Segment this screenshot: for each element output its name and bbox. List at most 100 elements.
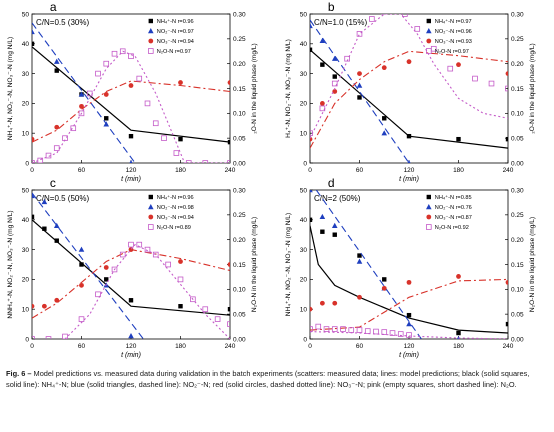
x-tick-label: 60	[356, 343, 364, 350]
y-tick-right-label: 0.20	[233, 237, 246, 244]
n2o-data-point	[381, 14, 388, 15]
n2o-data-point	[161, 135, 167, 141]
nh4-data-point	[357, 95, 362, 100]
plot-area	[310, 7, 508, 163]
n2o-data-point	[447, 65, 454, 72]
y-tick-left-label: 30	[300, 247, 308, 254]
no3-model-line	[32, 249, 230, 319]
y-axis-left-label: H₄⁺-N, NO₂⁻-N, NO₃⁻-N (mg N/L)	[285, 39, 292, 138]
no2-data-point	[41, 198, 48, 205]
x-axis-label: t (min)	[399, 352, 419, 359]
y-tick-right-label: 0.15	[233, 86, 246, 93]
panel-condition: C/N=1.0 (15%)	[314, 18, 367, 27]
y-tick-left-label: 40	[22, 41, 30, 48]
y-tick-right-label: 0.00	[233, 160, 246, 167]
legend-entry: NO₃⁻-N r=0.87	[435, 215, 472, 221]
x-tick-label: 180	[175, 343, 186, 350]
panel-a: 0 60 120 180 240 0 10 20 30 40 50 0.00 0.05 0.10 0.15 0…	[7, 0, 258, 183]
n2o-data-point	[62, 333, 68, 339]
n2o-data-point	[414, 26, 421, 32]
no2-data-point	[356, 82, 363, 88]
no3-data-point	[178, 259, 183, 264]
n2o-data-point	[185, 160, 192, 163]
legend-marker-n2o	[425, 48, 432, 54]
nh4-data-point	[505, 136, 508, 142]
n2o-data-point	[177, 276, 184, 283]
n2o-data-point	[340, 326, 346, 332]
y-tick-right-label: 0.20	[511, 237, 524, 244]
x-axis-label: t (min)	[121, 176, 141, 183]
x-tick-label: 240	[225, 167, 236, 174]
y-tick-left-label: 30	[300, 71, 308, 78]
legend-marker-no3	[426, 38, 432, 44]
n2o-data-point	[119, 48, 126, 55]
legend-entry: NH₄⁺-N r=0.96	[157, 18, 194, 25]
nh4-data-point	[42, 226, 47, 231]
no3-data-point	[505, 279, 508, 285]
y-tick-right-label: 0.25	[511, 212, 524, 219]
n2o-data-point	[381, 329, 388, 335]
x-tick-label: 180	[453, 343, 464, 350]
nh4-data-point	[54, 238, 59, 243]
nh4-data-point	[456, 136, 461, 142]
nh4-data-point	[406, 133, 412, 139]
legend-marker-no2	[148, 28, 154, 34]
y-tick-right-label: 0.15	[511, 262, 524, 269]
n2o-data-point	[397, 331, 404, 337]
y-tick-right-label: 0.10	[511, 111, 524, 118]
n2o-data-point	[472, 75, 478, 82]
y-tick-right-label: 0.15	[233, 262, 246, 269]
panel-condition: C/N=0.5 (50%)	[36, 194, 89, 203]
no3-data-point	[357, 294, 362, 300]
n2o-data-point	[32, 160, 35, 163]
n2o-data-point	[190, 296, 196, 303]
n2o-data-point	[111, 50, 118, 57]
y-tick-left-label: 50	[300, 187, 308, 194]
panel-letter: a	[50, 0, 57, 14]
no3-data-point	[128, 83, 134, 88]
y-tick-left-label: 40	[300, 41, 308, 48]
x-tick-label: 120	[404, 343, 415, 350]
legend-entry: N₂O-N r=0.89	[157, 225, 191, 231]
no2-data-point	[319, 213, 326, 220]
n2o-data-point	[173, 150, 180, 156]
plot-frame	[31, 189, 231, 340]
legend-marker-nh4	[426, 194, 431, 200]
legend-entry: NO₃⁻-N r=0.93	[435, 39, 472, 45]
y-tick-right-label: 0.15	[511, 86, 524, 93]
n2o-data-point	[227, 321, 230, 327]
no2-data-point	[103, 121, 110, 127]
legend-marker-no2	[426, 28, 432, 34]
no3-data-point	[319, 300, 325, 306]
plot-area	[32, 192, 230, 339]
n2o-data-point	[78, 316, 85, 322]
x-tick-label: 180	[453, 167, 464, 174]
no3-data-point	[332, 89, 338, 94]
nh4-data-point	[54, 68, 59, 73]
x-tick-label: 120	[404, 167, 415, 174]
legend-marker-n2o	[147, 48, 154, 54]
n2o-data-point	[394, 7, 399, 12]
y-tick-left-label: 10	[300, 131, 308, 138]
y-axis-right-label: ₂O-N in the liquid phase (mg/L)	[251, 43, 258, 134]
n2o-data-point	[62, 135, 68, 141]
n2o-data-point	[331, 326, 338, 332]
nh4-data-point	[382, 116, 387, 121]
y-tick-right-label: 0.25	[233, 212, 246, 219]
n2o-data-point	[373, 328, 379, 335]
n2o-data-point	[389, 330, 396, 336]
no2-data-point	[331, 55, 338, 61]
y-tick-right-label: 0.25	[233, 36, 246, 43]
panel-letter: b	[328, 0, 335, 14]
x-tick-label: 60	[356, 167, 364, 174]
no3-data-point	[41, 303, 47, 309]
nh4-data-point	[505, 321, 508, 327]
y-tick-left-label: 10	[22, 131, 30, 138]
no3-data-point	[54, 124, 60, 130]
nh4-data-point	[32, 214, 35, 220]
legend-entry: NO₂⁻-N r=0.96	[435, 29, 472, 35]
no3-data-point	[381, 285, 387, 291]
n2o-data-point	[136, 241, 143, 248]
y-tick-right-label: 0.30	[511, 187, 524, 194]
